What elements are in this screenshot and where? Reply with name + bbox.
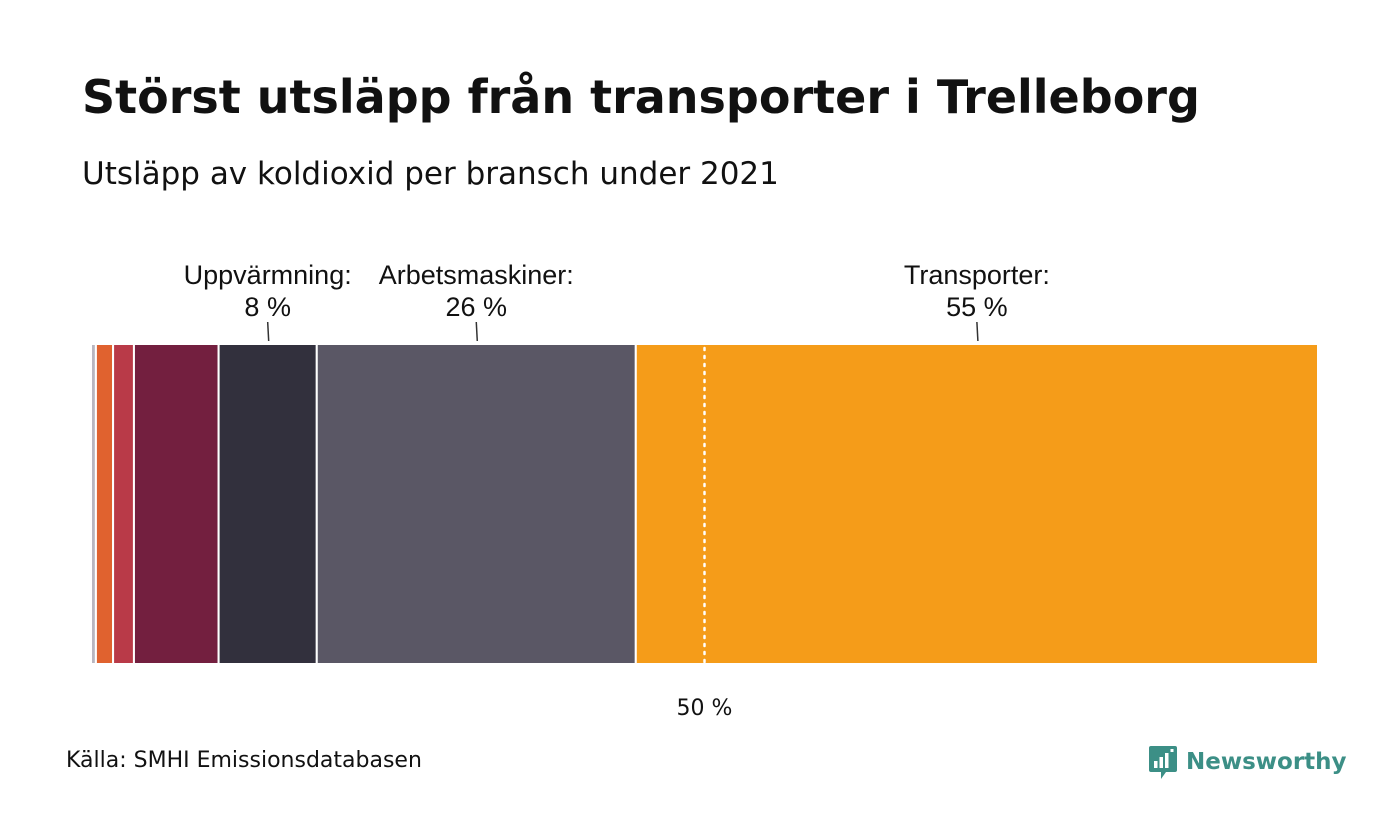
segment-labels: Uppvärmning:8 % Arbetsmaskiner:26 % Transp… <box>184 260 1050 342</box>
label-tick-transporter <box>976 321 979 342</box>
bar-segment-2 <box>94 343 115 665</box>
segment-name-arbetsmaskiner: Arbetsmaskiner: <box>379 260 574 290</box>
segment-name-transporter: Transporter: <box>904 260 1050 290</box>
bar-segments <box>90 343 1319 665</box>
source-note: Källa: SMHI Emissionsdatabasen <box>66 748 422 773</box>
segment-name-uppvarmning: Uppvärmning: <box>184 260 352 290</box>
bar-segment-uppvarmning <box>217 343 318 665</box>
label-tick-arbetsmaskiner <box>475 321 479 342</box>
bar-segment-transporter <box>634 343 1319 665</box>
newsworthy-logo-icon <box>1149 746 1177 779</box>
bar-segment-3 <box>112 343 135 665</box>
segment-value-transporter: 55 % <box>946 292 1008 322</box>
chart-title: Störst utsläpp från transporter i Trelle… <box>82 70 1200 124</box>
bar-segment-arbetsmaskiner <box>315 343 637 665</box>
label-tick-uppvarmning <box>266 321 270 342</box>
segment-value-uppvarmning: 8 % <box>244 292 291 322</box>
brand-name: Newsworthy <box>1186 749 1347 775</box>
chart-subtitle: Utsläpp av koldioxid per bransch under 2… <box>82 156 779 192</box>
bar-segment-4 <box>132 343 220 665</box>
newsworthy-logo[interactable]: Newsworthy <box>1148 742 1347 782</box>
reference-line-label: 50 % <box>677 696 733 721</box>
segment-value-arbetsmaskiner: 26 % <box>446 292 508 322</box>
